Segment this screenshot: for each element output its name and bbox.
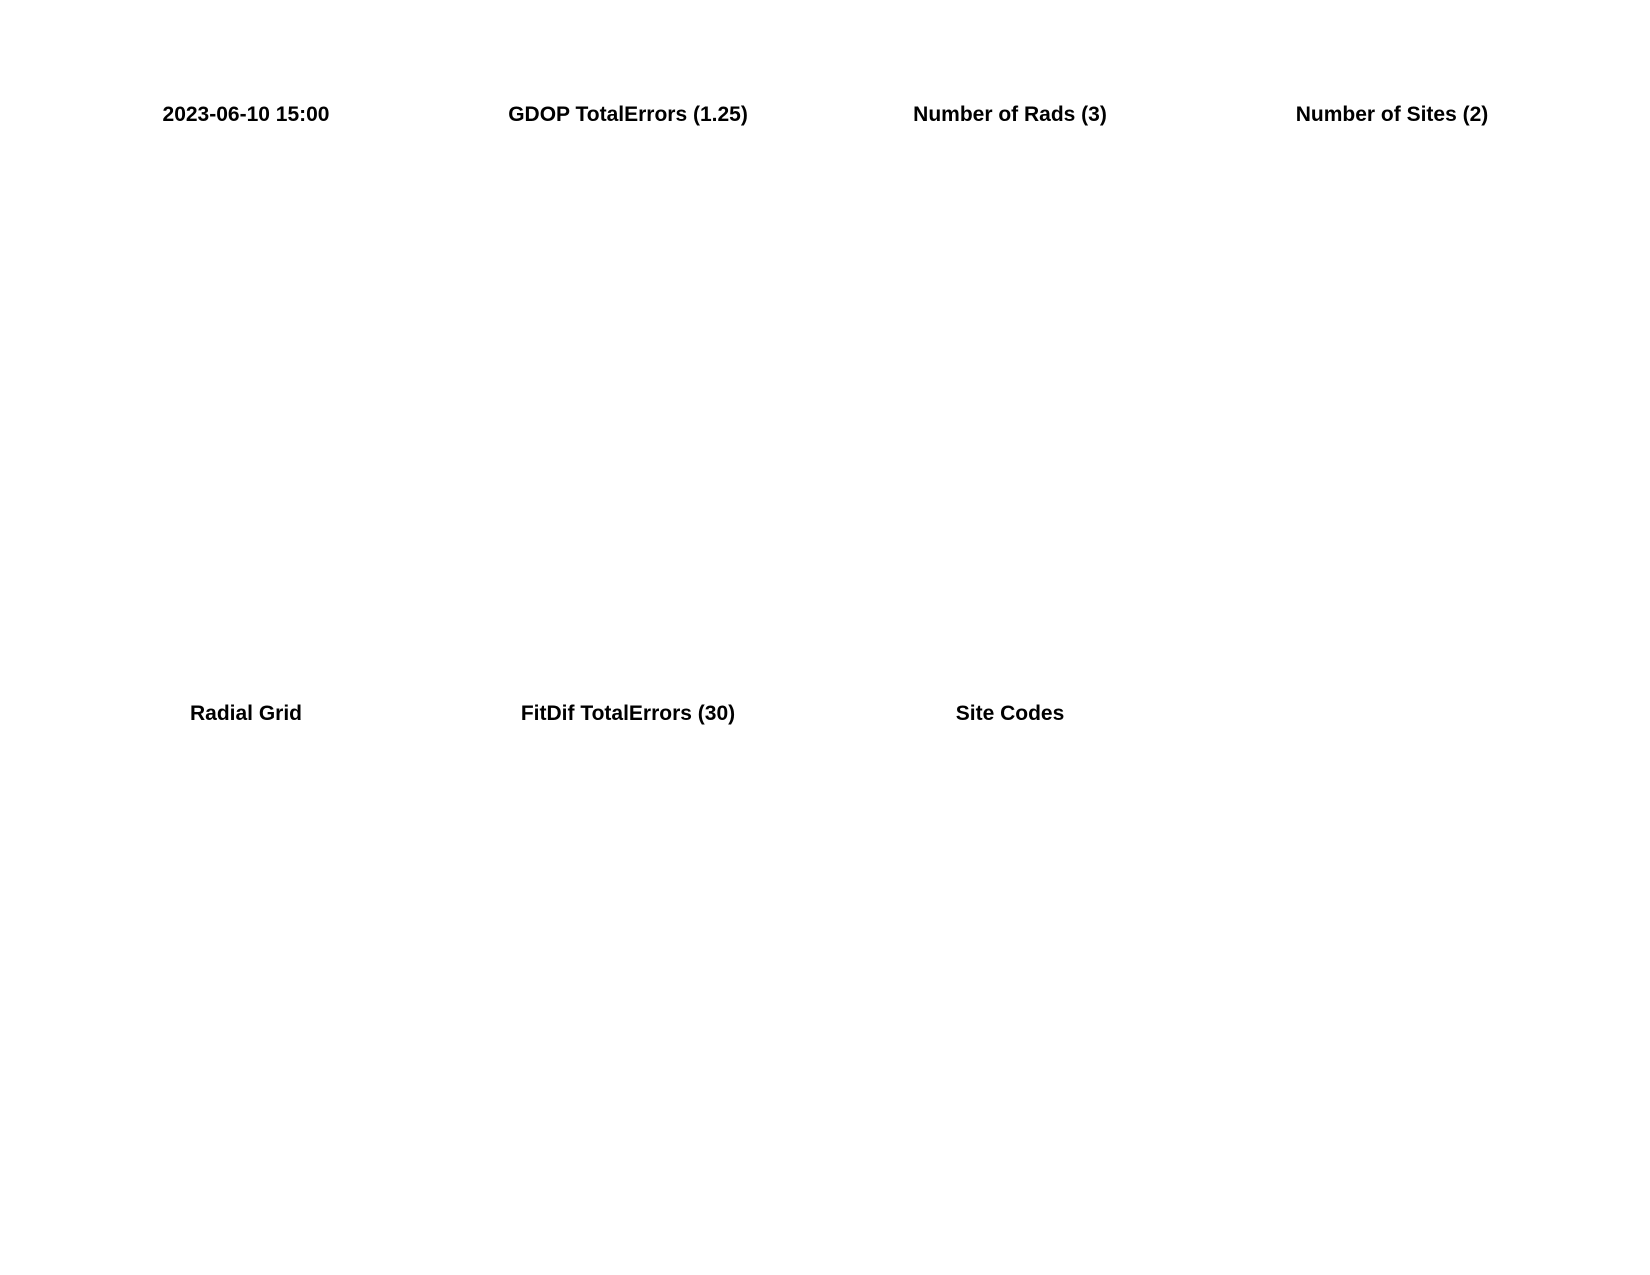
panel-title-radialgrid: Radial Grid xyxy=(189,702,303,725)
panel-title-currents: 2023-06-10 15:00 xyxy=(162,103,330,126)
panel-title-sitecodes: Site Codes xyxy=(955,702,1065,725)
panel-title-numsites: Number of Sites (2) xyxy=(1295,103,1489,126)
panel-title-numrads: Number of Rads (3) xyxy=(913,103,1107,126)
panel-title-fitdif: FitDif TotalErrors (30) xyxy=(520,702,736,725)
panel-title-gdop: GDOP TotalErrors (1.25) xyxy=(508,103,748,126)
